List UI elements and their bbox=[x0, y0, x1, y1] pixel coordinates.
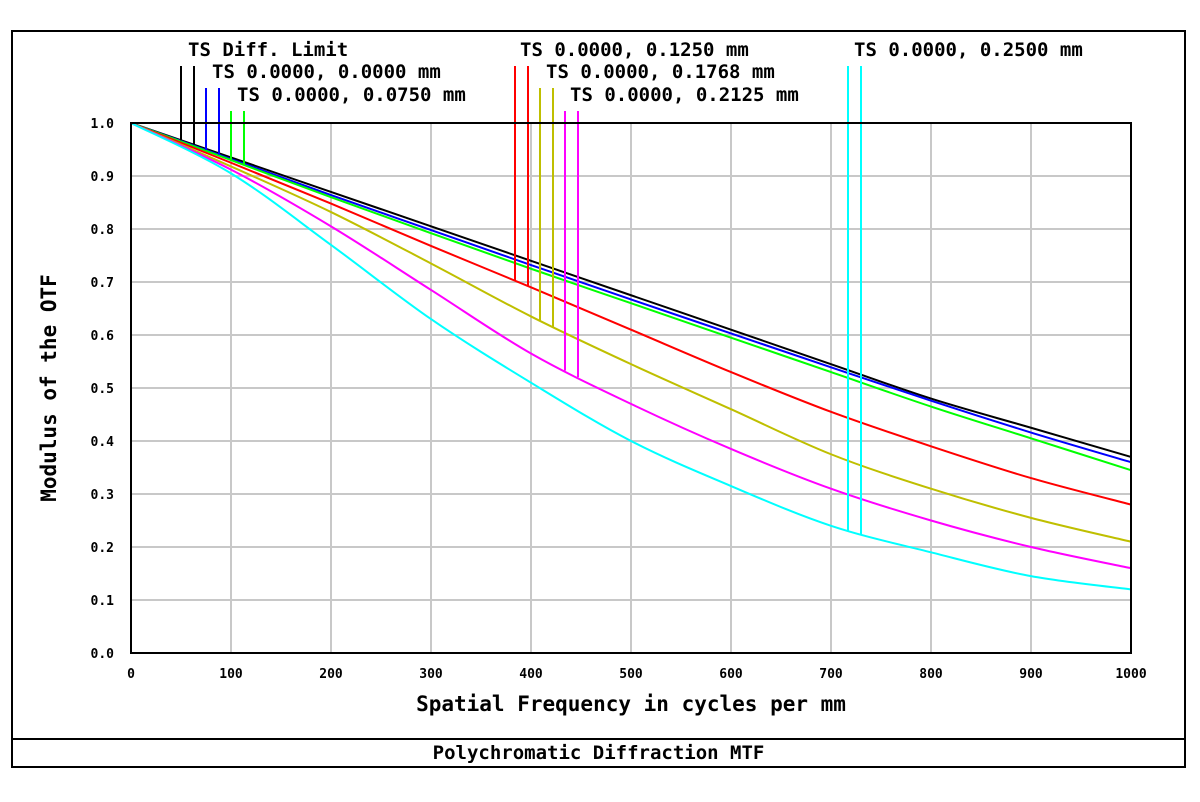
series-line-5 bbox=[130, 122, 1132, 570]
grid-layer bbox=[131, 123, 1131, 653]
y-tick-label: 0.9 bbox=[91, 170, 114, 185]
series-line-0 bbox=[130, 122, 1132, 458]
legend-label-0: TS Diff. Limit bbox=[188, 39, 348, 61]
tick-labels: 0 100 200 300 400 500 600 700 800 900 1000 0.0 0.1 0.… bbox=[91, 117, 1147, 682]
x-axis-label: Spatial Frequency in cycles per mm bbox=[416, 692, 846, 716]
chart-caption: Polychromatic Diffraction MTF bbox=[11, 738, 1186, 768]
x-tick-label: 0 bbox=[127, 667, 135, 682]
x-tick-label: 700 bbox=[819, 667, 843, 682]
x-tick-label: 600 bbox=[719, 667, 743, 682]
y-tick-label: 1.0 bbox=[91, 117, 115, 132]
x-tick-label: 1000 bbox=[1115, 667, 1146, 682]
x-tick-label: 100 bbox=[219, 667, 243, 682]
x-tick-label: 900 bbox=[1019, 667, 1043, 682]
y-axis-label: Modulus of the OTF bbox=[37, 274, 61, 502]
plot-border bbox=[130, 122, 1132, 654]
legend-label-4: TS 0.0000, 0.1768 mm bbox=[546, 61, 775, 83]
x-tick-label: 800 bbox=[919, 667, 943, 682]
y-tick-label: 0.1 bbox=[91, 594, 115, 609]
series-line-4 bbox=[130, 122, 1132, 543]
series-line-3 bbox=[130, 122, 1132, 506]
series-layer bbox=[130, 122, 1132, 591]
y-tick-label: 0.5 bbox=[91, 382, 114, 397]
x-tick-label: 300 bbox=[419, 667, 443, 682]
series-line-1 bbox=[130, 122, 1132, 464]
legend-label-2: TS 0.0000, 0.0750 mm bbox=[237, 84, 466, 106]
series-line-6 bbox=[130, 122, 1132, 591]
x-tick-label: 500 bbox=[619, 667, 643, 682]
y-tick-label: 0.2 bbox=[91, 541, 114, 556]
x-tick-label: 400 bbox=[519, 667, 543, 682]
legend-label-5: TS 0.0000, 0.2125 mm bbox=[570, 84, 799, 106]
chart-frame: TS Diff. Limit TS 0.0000, 0.0000 mm TS 0.0… bbox=[11, 30, 1186, 768]
y-tick-label: 0.4 bbox=[91, 435, 115, 450]
y-tick-label: 0.8 bbox=[91, 223, 115, 238]
legend-label-3: TS 0.0000, 0.1250 mm bbox=[520, 39, 749, 61]
legend-label-1: TS 0.0000, 0.0000 mm bbox=[212, 61, 441, 83]
y-tick-label: 0.7 bbox=[91, 276, 114, 291]
y-tick-label: 0.3 bbox=[91, 488, 114, 503]
y-tick-label: 0.0 bbox=[91, 647, 115, 662]
y-tick-label: 0.6 bbox=[91, 329, 115, 344]
legend-label-6: TS 0.0000, 0.2500 mm bbox=[854, 39, 1083, 61]
series-line-2 bbox=[130, 122, 1132, 472]
x-tick-label: 200 bbox=[319, 667, 343, 682]
caption-text: Polychromatic Diffraction MTF bbox=[432, 742, 765, 764]
